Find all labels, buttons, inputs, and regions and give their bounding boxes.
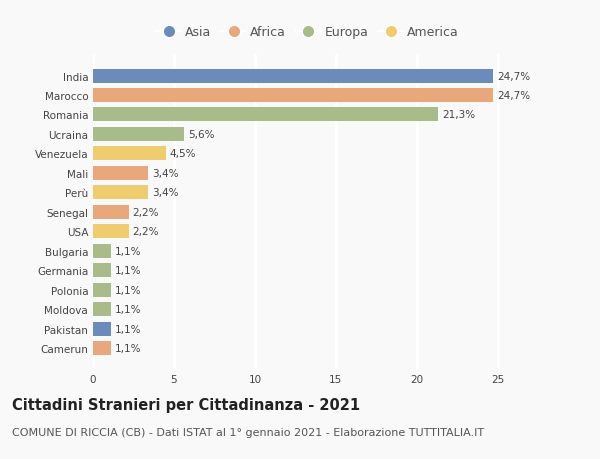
Text: 1,1%: 1,1%	[115, 285, 142, 295]
Bar	[93, 302, 111, 316]
Text: 4,5%: 4,5%	[170, 149, 196, 159]
Text: 1,1%: 1,1%	[115, 304, 142, 314]
Bar	[93, 186, 148, 200]
Text: 2,2%: 2,2%	[133, 207, 159, 217]
Bar	[93, 244, 111, 258]
Bar	[93, 108, 438, 122]
Bar	[93, 128, 184, 142]
Bar	[93, 147, 166, 161]
Bar	[93, 89, 493, 103]
Bar	[93, 263, 111, 278]
Text: 1,1%: 1,1%	[115, 324, 142, 334]
Bar	[93, 225, 128, 239]
Text: 24,7%: 24,7%	[497, 71, 530, 81]
Text: 3,4%: 3,4%	[152, 168, 179, 179]
Bar	[93, 69, 493, 84]
Bar	[93, 283, 111, 297]
Bar	[93, 322, 111, 336]
Bar	[93, 341, 111, 355]
Text: 1,1%: 1,1%	[115, 266, 142, 275]
Text: Cittadini Stranieri per Cittadinanza - 2021: Cittadini Stranieri per Cittadinanza - 2…	[12, 397, 360, 412]
Text: 2,2%: 2,2%	[133, 227, 159, 237]
Bar	[93, 205, 128, 219]
Text: 21,3%: 21,3%	[442, 110, 475, 120]
Text: 3,4%: 3,4%	[152, 188, 179, 198]
Legend: Asia, Africa, Europa, America: Asia, Africa, Europa, America	[154, 23, 461, 42]
Text: 24,7%: 24,7%	[497, 91, 530, 101]
Text: COMUNE DI RICCIA (CB) - Dati ISTAT al 1° gennaio 2021 - Elaborazione TUTTITALIA.: COMUNE DI RICCIA (CB) - Dati ISTAT al 1°…	[12, 427, 484, 437]
Bar	[93, 167, 148, 180]
Text: 1,1%: 1,1%	[115, 343, 142, 353]
Text: 1,1%: 1,1%	[115, 246, 142, 256]
Text: 5,6%: 5,6%	[188, 129, 214, 140]
